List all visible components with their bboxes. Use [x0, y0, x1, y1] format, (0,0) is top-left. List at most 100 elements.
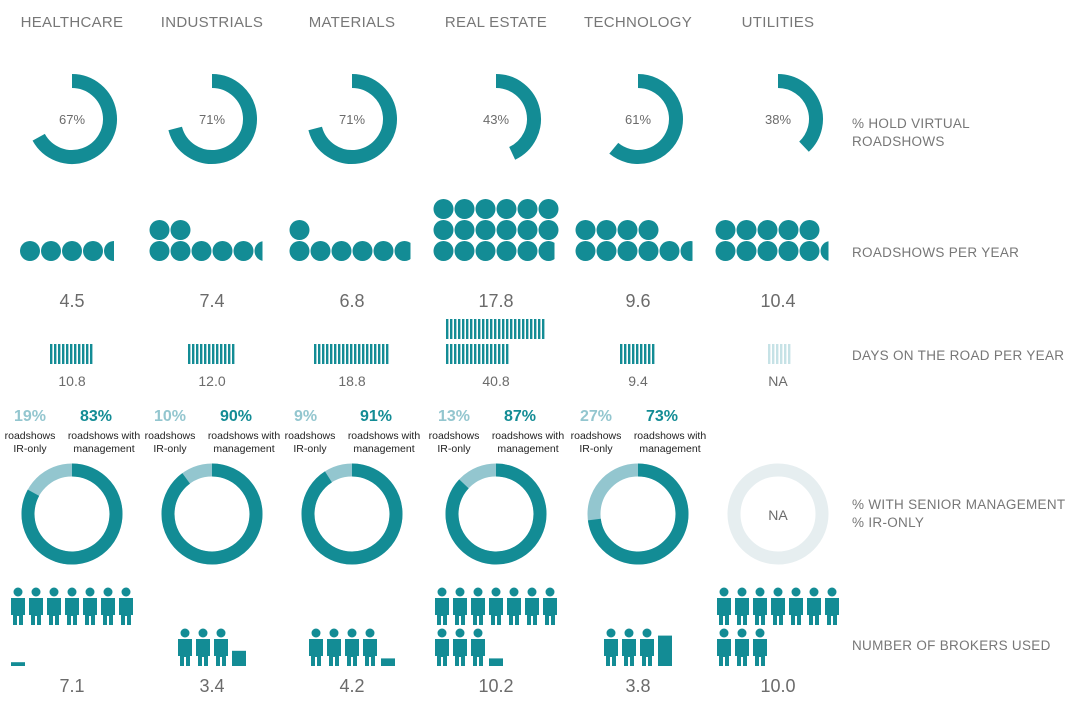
brokers-value-label: 7.1	[59, 676, 84, 696]
broker-figure-head	[737, 587, 747, 597]
days-bar	[486, 319, 489, 339]
days-bar	[378, 344, 381, 364]
ir-only-pct: 27%	[580, 408, 613, 425]
roadshow-circle	[475, 241, 496, 261]
roadshow-circle	[736, 241, 757, 261]
days-bar	[358, 344, 361, 364]
ir-only-caption-1: roadshows	[4, 430, 56, 442]
days-bar-placeholder	[768, 344, 771, 364]
days-bar	[478, 344, 481, 364]
days-bar	[518, 319, 521, 339]
days-value-label: 9.4	[628, 373, 648, 389]
row-label-brokers: NUMBER OF BROKERS USED	[852, 638, 1051, 653]
broker-figure-body	[29, 598, 43, 625]
days-bar	[62, 344, 65, 364]
broker-figure-body	[435, 598, 449, 625]
days-bar	[382, 344, 385, 364]
roadshow-circle	[575, 220, 596, 240]
mgmt-pct: 73%	[646, 408, 679, 425]
broker-figure-head	[49, 587, 59, 597]
broker-figure-body	[11, 598, 25, 625]
roadshow-partial-circle	[395, 241, 411, 261]
roadshow-circle	[454, 199, 475, 219]
ir-only-caption-2: IR-only	[293, 443, 327, 455]
days-bar	[632, 344, 635, 364]
days-bar	[354, 344, 357, 364]
broker-figure-body	[453, 639, 467, 666]
broker-figure-head	[347, 628, 357, 638]
days-bar	[458, 319, 461, 339]
roadshow-circle	[454, 241, 475, 261]
row-label-roadshows: ROADSHOWS PER YEAR	[852, 245, 1020, 260]
brokers-value-label: 10.2	[478, 676, 513, 696]
roadshow-circle	[517, 199, 538, 219]
broker-figure-body	[622, 639, 636, 666]
row-label-days: DAYS ON THE ROAD PER YEAR	[852, 348, 1065, 363]
days-bar	[90, 344, 93, 364]
roadshow-circle	[517, 241, 538, 261]
virtual-roadshow-arc	[308, 74, 397, 164]
days-bar	[498, 344, 501, 364]
roadshow-circle	[757, 220, 778, 240]
broker-partial	[381, 658, 395, 666]
roadshow-circle	[83, 241, 103, 261]
broker-figure-head	[719, 628, 729, 638]
roadshow-circle	[289, 220, 310, 240]
days-bar	[330, 344, 333, 364]
broker-figure-head	[103, 587, 113, 597]
virtual-roadshow-pct-label: 61%	[625, 112, 651, 127]
days-bar	[482, 319, 485, 339]
ir-only-caption-2: IR-only	[13, 443, 47, 455]
broker-figure-head	[455, 628, 465, 638]
roadshow-circle	[373, 241, 394, 261]
roadshow-circle	[496, 220, 517, 240]
days-value-label: 40.8	[482, 373, 509, 389]
days-bar	[318, 344, 321, 364]
broker-figure-head	[791, 587, 801, 597]
days-bar	[636, 344, 639, 364]
roadshow-circle	[475, 199, 496, 219]
broker-figure-body	[717, 639, 731, 666]
broker-figure-head	[311, 628, 321, 638]
mgmt-pct: 83%	[80, 408, 113, 425]
days-bar	[338, 344, 341, 364]
roadshow-circle	[433, 241, 454, 261]
row-label-mgmt: % WITH SENIOR MANAGEMENT	[852, 497, 1066, 512]
broker-figure-body	[119, 598, 133, 625]
broker-figure-body	[717, 598, 731, 625]
days-bar	[450, 344, 453, 364]
ir-only-caption-2: IR-only	[579, 443, 613, 455]
days-bar	[386, 344, 389, 364]
roadshow-partial-circle	[539, 241, 555, 261]
days-bar	[70, 344, 73, 364]
roadshow-circle	[596, 220, 617, 240]
broker-figure-body	[489, 598, 503, 625]
broker-figure-head	[624, 628, 634, 638]
roadshow-circle	[715, 220, 736, 240]
days-bar	[200, 344, 203, 364]
days-bar	[486, 344, 489, 364]
days-bar	[530, 319, 533, 339]
days-value-label: 18.8	[338, 373, 365, 389]
ir-only-caption-1: roadshows	[428, 430, 480, 442]
days-bar	[82, 344, 85, 364]
broker-figure-head	[773, 587, 783, 597]
roadshow-circle	[538, 199, 559, 219]
broker-figure-head	[642, 628, 652, 638]
roadshow-circle	[496, 199, 517, 219]
roadshow-circle	[715, 241, 736, 261]
days-bar	[326, 344, 329, 364]
sector-header: MATERIALS	[308, 14, 396, 31]
days-bar	[620, 344, 623, 364]
days-bar	[346, 344, 349, 364]
ir-only-pct: 9%	[294, 408, 318, 425]
days-bar	[78, 344, 81, 364]
roadshow-circle	[20, 241, 40, 261]
mgmt-pct: 91%	[360, 408, 393, 425]
days-bar	[490, 319, 493, 339]
mgmt-donut-segment	[161, 463, 263, 565]
mgmt-caption-2: management	[353, 443, 415, 455]
days-bar	[228, 344, 231, 364]
ir-only-caption-1: roadshows	[570, 430, 622, 442]
